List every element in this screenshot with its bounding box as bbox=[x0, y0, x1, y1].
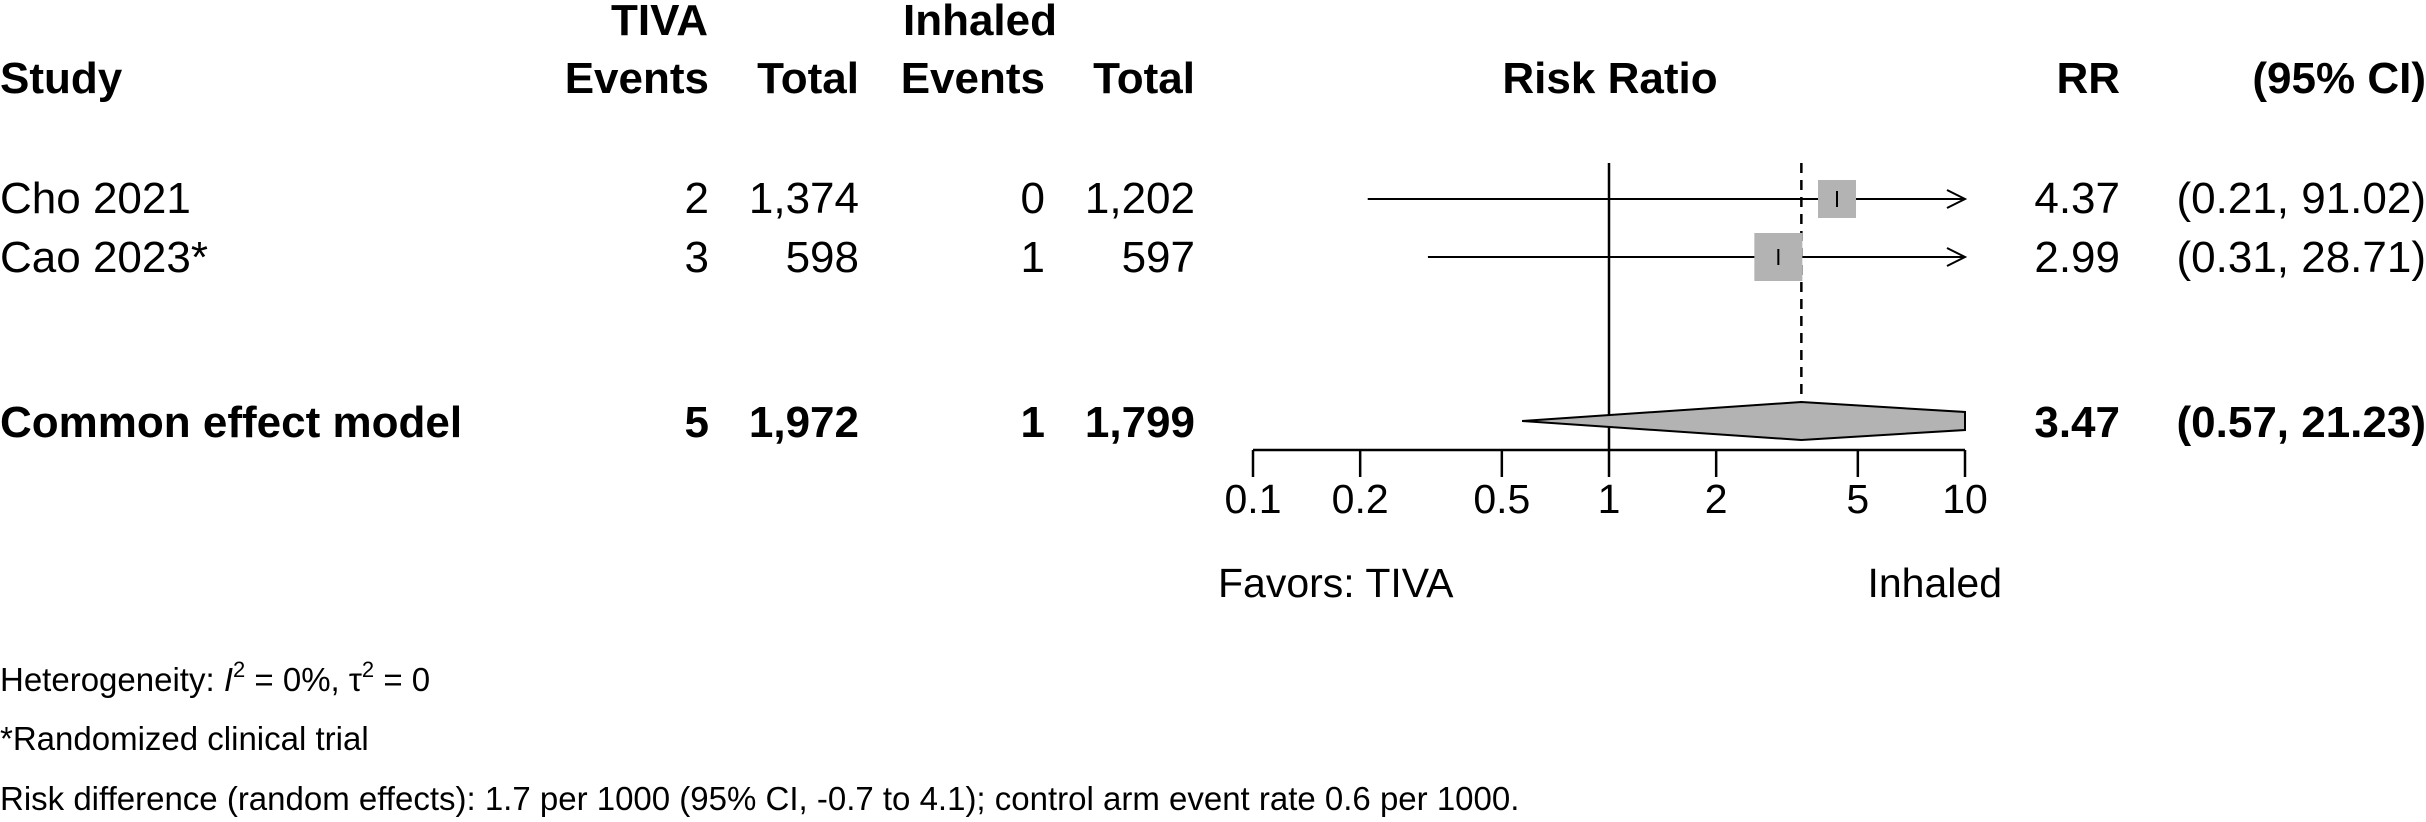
events2-cell: 0 bbox=[1021, 174, 1045, 223]
pooled-events2: 1 bbox=[1021, 398, 1045, 447]
tau-symbol: τ bbox=[349, 661, 362, 698]
plot-area: 0.1 0.2 0.5 1 2 5 10 bbox=[1225, 163, 1988, 522]
rr-value: 4.37 bbox=[2034, 174, 2120, 223]
header-rr: RR bbox=[2056, 54, 2120, 103]
x-tick-label: 5 bbox=[1846, 476, 1869, 522]
study-name: Cho 2021 bbox=[0, 174, 191, 223]
favors-right-label: Inhaled bbox=[1867, 560, 2002, 606]
header-plot: Risk Ratio bbox=[1502, 54, 1717, 103]
events1-cell: 2 bbox=[685, 174, 709, 223]
column-headers: TIVA Inhaled Study Events Total Events T… bbox=[0, 0, 2426, 103]
total1-cell: 598 bbox=[786, 233, 859, 282]
header-events1: Events bbox=[565, 54, 709, 103]
header-total1: Total bbox=[757, 54, 859, 103]
study-name: Cao 2023* bbox=[0, 233, 208, 282]
favors-left-label: Favors: TIVA bbox=[1218, 560, 1454, 606]
rr-value: 2.99 bbox=[2034, 233, 2120, 282]
x-tick-label: 0.5 bbox=[1473, 476, 1530, 522]
ci-arrow bbox=[1946, 189, 1968, 209]
heterogeneity-note: Heterogeneity: I2 = 0%, τ2 = 0 bbox=[0, 657, 430, 698]
ci-arrow bbox=[1946, 247, 1968, 267]
header-events2: Events bbox=[901, 54, 1045, 103]
pooled-rr-value: 3.47 bbox=[2034, 398, 2120, 447]
header-ci: (95% CI) bbox=[2252, 54, 2426, 103]
ci-value: (0.21, 91.02) bbox=[2177, 174, 2426, 223]
ci-value: (0.31, 28.71) bbox=[2177, 233, 2426, 282]
header-study: Study bbox=[0, 54, 123, 103]
i2-value: = 0%, bbox=[245, 661, 349, 698]
heterogeneity-prefix: Heterogeneity: bbox=[0, 661, 224, 698]
pooled-name: Common effect model bbox=[0, 398, 462, 447]
tau-value: = 0 bbox=[374, 661, 430, 698]
pooled-total1: 1,972 bbox=[749, 398, 859, 447]
pooled-diamond bbox=[1522, 400, 1966, 442]
header-total2: Total bbox=[1093, 54, 1195, 103]
study-row: Cao 2023* 3 598 1 597 2.99 (0.31, 28.71) bbox=[0, 233, 2426, 282]
rct-footnote: *Randomized clinical trial bbox=[0, 720, 369, 757]
events1-cell: 3 bbox=[685, 233, 709, 282]
pooled-row: Common effect model 5 1,972 1 1,799 3.47… bbox=[0, 398, 2426, 447]
risk-difference-note: Risk difference (random effects): 1.7 pe… bbox=[0, 780, 1519, 817]
total2-cell: 1,202 bbox=[1085, 174, 1195, 223]
x-tick-label: 2 bbox=[1705, 476, 1728, 522]
study-row: Cho 2021 2 1,374 0 1,202 4.37 (0.21, 91.… bbox=[0, 174, 2426, 223]
i2-symbol: I bbox=[224, 661, 233, 698]
x-tick-label: 1 bbox=[1598, 476, 1621, 522]
x-tick-label: 0.1 bbox=[1225, 476, 1282, 522]
tau-superscript: 2 bbox=[362, 657, 374, 682]
events2-cell: 1 bbox=[1021, 233, 1045, 282]
pooled-events1: 5 bbox=[685, 398, 709, 447]
total2-cell: 597 bbox=[1122, 233, 1195, 282]
x-tick-label: 10 bbox=[1942, 476, 1988, 522]
header-group2: Inhaled bbox=[903, 0, 1057, 45]
total1-cell: 1,374 bbox=[749, 174, 859, 223]
header-group1: TIVA bbox=[611, 0, 708, 45]
pooled-total2: 1,799 bbox=[1085, 398, 1195, 447]
pooled-ci-value: (0.57, 21.23) bbox=[2177, 398, 2426, 447]
i2-superscript: 2 bbox=[233, 657, 245, 682]
x-tick-label: 0.2 bbox=[1332, 476, 1389, 522]
